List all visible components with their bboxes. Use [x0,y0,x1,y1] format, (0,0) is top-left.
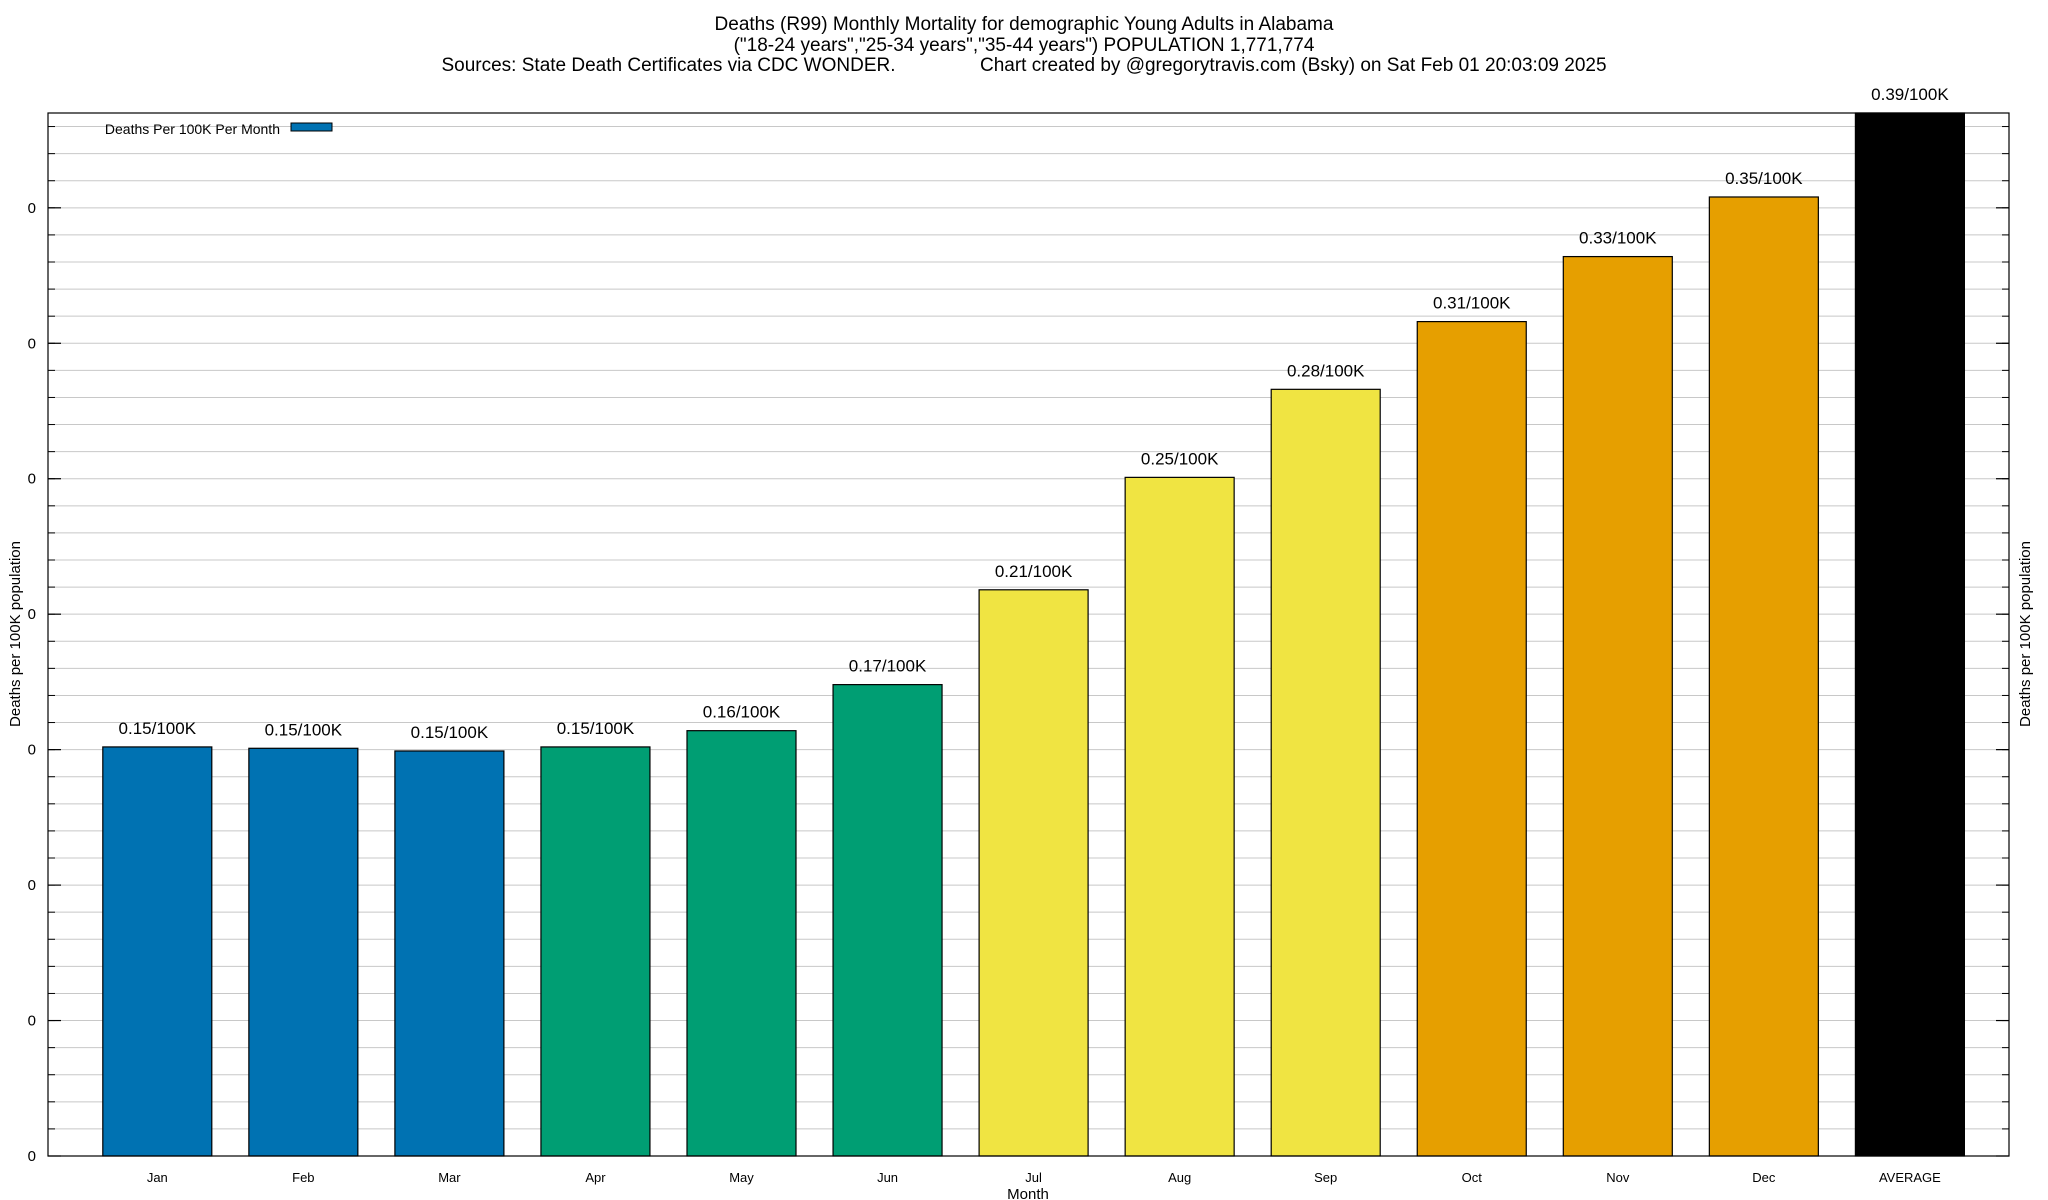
x-tick-label: Mar [438,1170,461,1185]
y-tick-label: 0 [28,877,36,894]
y-tick-label: 0 [28,471,36,488]
chart-title-line-1: Deaths (R99) Monthly Mortality for demog… [714,14,1334,35]
plot-frame [47,112,2010,1157]
y-tick-label: 0 [28,742,36,759]
x-tick-label: Dec [1752,1170,1776,1185]
y-tick-label: 0 [28,335,36,352]
bar-value-label: 0.16/100K [703,703,781,722]
bar-dec [1708,196,1819,1157]
y-tick-label: 0 [28,606,36,623]
x-tick-label: Apr [585,1170,606,1185]
x-tick-label: Feb [292,1170,314,1185]
x-tick-label: May [729,1170,754,1185]
bar-value-label: 0.39/100K [1871,85,1949,104]
bar-value-label: 0.17/100K [849,657,927,676]
legend-swatch [290,122,333,132]
bar-value-label: 0.31/100K [1433,294,1511,313]
x-axis-title: Month [1007,1186,1049,1200]
x-tick-label: Jul [1025,1170,1042,1185]
y-tick-label: 0 [28,1013,36,1030]
bar-value-label: 0.15/100K [411,723,489,742]
bars [102,112,1966,1157]
x-tick-label: Oct [1462,1170,1483,1185]
bar-mar [394,750,505,1157]
y2-axis-title: Deaths per 100K population [2017,541,2034,727]
bar-average [1854,112,1966,1157]
bar-value-label: 0.35/100K [1725,169,1803,188]
bar-jul [978,589,1089,1157]
bar-apr [540,746,651,1157]
x-tick-label: Jan [147,1170,168,1185]
y-tick-label: 0 [28,200,36,217]
bar-aug [1124,476,1235,1157]
bar-value-labels: 0.15/100K 0.15/100K 0.15/100K 0.15/100K 0.16… [119,85,1950,742]
legend: Deaths Per 100K Per Month [105,121,333,137]
bar-value-label: 0.28/100K [1287,361,1365,380]
bar-oct [1416,321,1527,1157]
x-tick-label: Aug [1168,1170,1191,1185]
bar-sep [1270,388,1381,1157]
bar-value-label: 0.15/100K [265,720,343,739]
y-tick-label: 0 [28,1148,36,1165]
x-tick-label: Sep [1314,1170,1337,1185]
x-tick-label: Nov [1606,1170,1630,1185]
bar-jan [102,746,213,1157]
bar-may [686,730,797,1157]
bar-value-label: 0.33/100K [1579,229,1657,248]
chart-title-line-2: ("18-24 years","25-34 years","35-44 year… [733,35,1315,56]
bar-jun [832,684,943,1157]
chart-title-line-3: Sources: State Death Certificates via CD… [441,55,1607,76]
bar-feb [248,747,359,1157]
y-axis-title: Deaths per 100K population [7,541,24,727]
x-tick-label: Jun [877,1170,898,1185]
bar-value-label: 0.15/100K [557,719,635,738]
bar-value-label: 0.25/100K [1141,449,1219,468]
bar-value-label: 0.21/100K [995,562,1073,581]
axes: 0 0 0 0 0 0 0 0 Jan Feb Mar Apr May Jun Jul Aug Sep Oct No… [28,126,2009,1185]
legend-label: Deaths Per 100K Per Month [105,121,280,137]
x-tick-label: AVERAGE [1879,1170,1941,1185]
bar-nov [1562,255,1673,1157]
bar-value-label: 0.15/100K [119,719,197,738]
